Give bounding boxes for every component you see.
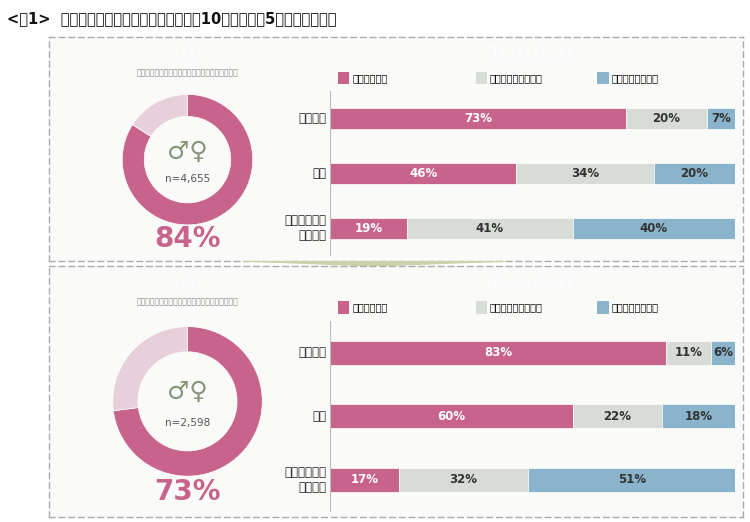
Text: そう思わない・計: そう思わない・計 (611, 302, 658, 313)
Text: ♂♀: ♂♀ (167, 380, 208, 404)
Text: 結婚式に対するイメージ: 結婚式に対するイメージ (487, 275, 578, 288)
Text: 憐れ: 憐れ (312, 410, 326, 423)
Text: 7%: 7% (711, 112, 730, 125)
Bar (529, 468, 735, 492)
Wedge shape (122, 94, 253, 225)
Text: ［結婚式、もしくは抜露宿の実施＋実施予定者］: ［結婚式、もしくは抜露宿の実施＋実施予定者］ (136, 298, 238, 307)
Text: 73%: 73% (154, 478, 220, 506)
Text: 34%: 34% (571, 167, 599, 180)
Text: 17%: 17% (350, 473, 379, 487)
Bar (597, 301, 609, 314)
Bar (597, 72, 609, 84)
Text: 32%: 32% (450, 473, 478, 487)
Text: 20%: 20% (652, 112, 680, 125)
Text: 10年
前
に
結
婚: 10年 前 に 結 婚 (7, 104, 42, 211)
Text: ♂♀: ♂♀ (167, 139, 208, 163)
Bar (476, 301, 488, 314)
Bar (330, 109, 626, 129)
Bar (706, 109, 735, 129)
Text: 18%: 18% (685, 410, 712, 423)
Text: 84%: 84% (154, 224, 220, 253)
Text: 結婚式に対するイメージ: 結婚式に対するイメージ (487, 45, 578, 58)
Bar (330, 218, 407, 239)
Bar (330, 468, 399, 492)
Text: 60%: 60% (437, 410, 466, 423)
Text: そう思う・計: そう思う・計 (352, 73, 388, 83)
Text: 20%: 20% (680, 167, 709, 180)
Bar (407, 218, 573, 239)
Bar (338, 72, 350, 84)
Bar (516, 163, 654, 184)
Text: 41%: 41% (476, 222, 504, 235)
Polygon shape (244, 261, 506, 266)
Text: 憐れ: 憐れ (312, 167, 326, 180)
Text: どちらともいえない: どちらともいえない (490, 73, 543, 83)
Bar (662, 404, 735, 429)
Bar (626, 109, 706, 129)
Text: 83%: 83% (484, 346, 512, 359)
Text: やらなければ
いけない: やらなければ いけない (284, 466, 326, 494)
Bar (654, 163, 735, 184)
Text: 46%: 46% (409, 167, 437, 180)
Wedge shape (112, 327, 188, 411)
Text: 挙式率: 挙式率 (175, 45, 200, 58)
Text: どちらともいえない: どちらともいえない (490, 302, 543, 313)
Bar (573, 218, 735, 239)
Text: 22%: 22% (604, 410, 632, 423)
Text: <図1>  挙式率と結婚式に対するイメージ（10年前と直近5年以内の比較）: <図1> 挙式率と結婚式に対するイメージ（10年前と直近5年以内の比較） (8, 11, 337, 26)
Text: 5年
前
に
結
婚: 5年 前 に 結 婚 (13, 353, 36, 459)
Bar (330, 404, 573, 429)
Wedge shape (113, 327, 262, 476)
Bar (399, 468, 529, 492)
Text: 感動的な: 感動的な (298, 112, 326, 125)
Text: やらなければ
いけない: やらなければ いけない (284, 215, 326, 242)
Text: 11%: 11% (674, 346, 703, 359)
Text: 6%: 6% (712, 346, 733, 359)
Bar (330, 163, 516, 184)
Text: n=4,655: n=4,655 (165, 174, 210, 184)
Text: 40%: 40% (640, 222, 668, 235)
Text: 73%: 73% (464, 112, 492, 125)
Bar (338, 301, 350, 314)
Bar (476, 72, 488, 84)
Text: 51%: 51% (618, 473, 646, 487)
Bar (330, 341, 666, 365)
Wedge shape (133, 94, 188, 136)
Text: n=2,598: n=2,598 (165, 419, 210, 429)
Bar (573, 404, 662, 429)
Bar (666, 341, 711, 365)
Text: 19%: 19% (355, 222, 382, 235)
Text: そう思わない・計: そう思わない・計 (611, 73, 658, 83)
Bar (711, 341, 735, 365)
Text: 感動的な: 感動的な (298, 346, 326, 359)
Text: 挙式率: 挙式率 (175, 275, 200, 288)
Text: そう思う・計: そう思う・計 (352, 302, 388, 313)
Text: ［結婚式、もしくは抜露宿の実施＋実施予定者］: ［結婚式、もしくは抜露宿の実施＋実施予定者］ (136, 68, 238, 77)
